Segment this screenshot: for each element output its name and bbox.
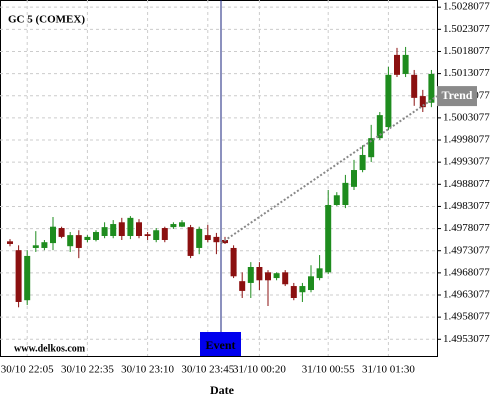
- event-box: [200, 332, 241, 356]
- x-tick-label: 31/10 00:55: [302, 364, 355, 376]
- candle-body: [101, 227, 108, 237]
- candle-body: [290, 286, 297, 298]
- y-tick-label: 1.4978077: [443, 222, 490, 234]
- candle-body: [213, 236, 220, 243]
- candle-body: [32, 245, 39, 248]
- x-tick-label: 30/10 23:45: [181, 364, 234, 376]
- candle-body: [179, 222, 185, 227]
- candle-body: [144, 234, 151, 237]
- y-tick-label: 1.5003077: [443, 111, 490, 123]
- candle-body: [316, 268, 323, 279]
- y-tick-label: 1.4993077: [443, 156, 490, 168]
- candle-body: [308, 276, 314, 291]
- candle-body: [170, 224, 177, 228]
- candle-body: [161, 228, 168, 240]
- y-tick-label: 1.4988077: [443, 178, 490, 190]
- candle-body: [351, 170, 357, 187]
- candle-body: [204, 235, 211, 240]
- candle-body: [342, 182, 349, 206]
- trend-label: Trend: [442, 88, 473, 102]
- candle-body: [7, 241, 13, 244]
- x-tick-label: 30/10 22:35: [61, 364, 114, 376]
- watermark: www.delkos.com: [14, 343, 86, 354]
- y-tick-label: 1.4973077: [443, 244, 490, 256]
- candle-body: [24, 255, 31, 301]
- candle-body: [411, 74, 418, 98]
- candle-body: [376, 115, 383, 139]
- chart-title: GC 5 (COMEX): [8, 14, 85, 26]
- y-tick-label: 1.5028077: [443, 1, 490, 13]
- candle-body: [368, 138, 375, 158]
- event-label: Event: [206, 338, 236, 352]
- candle-body: [84, 236, 91, 240]
- candle-body: [136, 222, 142, 237]
- candle-body: [187, 227, 194, 256]
- candle-body: [15, 250, 22, 302]
- candle-body: [325, 205, 332, 273]
- plot-area: [0, 0, 438, 357]
- candle-body: [239, 281, 246, 291]
- candle-body: [41, 242, 48, 248]
- candle-body: [419, 96, 426, 108]
- x-axis-label: Date: [210, 383, 235, 397]
- candle-body: [93, 232, 99, 240]
- y-tick-label: 1.4958077: [443, 311, 490, 323]
- trend-box: [437, 86, 477, 107]
- y-tick-label: 1.4983077: [443, 200, 490, 212]
- candle-body: [359, 154, 366, 171]
- candle-body: [394, 54, 400, 75]
- candle-body: [256, 267, 263, 281]
- candle-body: [273, 273, 280, 279]
- candle-body: [118, 222, 125, 237]
- candle-body: [75, 235, 82, 248]
- candle-body: [428, 73, 435, 103]
- candle-body: [50, 226, 56, 244]
- candle-body: [385, 74, 392, 128]
- y-tick-label: 1.5013077: [443, 67, 490, 79]
- candle-body: [247, 267, 254, 283]
- x-tick-label: 31/10 01:30: [362, 364, 415, 376]
- candle-body: [196, 228, 203, 248]
- y-tick-label: 1.4953077: [443, 333, 490, 345]
- candle-body: [265, 272, 271, 281]
- y-tick-label: 1.4968077: [443, 266, 490, 278]
- trend-line: [220, 95, 438, 244]
- candle-body: [153, 230, 160, 240]
- candle-body: [333, 195, 340, 206]
- x-tick-label: 31/10 00:20: [233, 364, 286, 376]
- candle-body: [299, 286, 306, 293]
- candle-body: [282, 272, 289, 285]
- candle-body: [67, 235, 74, 247]
- y-tick-label: 1.5018077: [443, 45, 490, 57]
- x-tick-label: 30/10 23:10: [121, 364, 174, 376]
- candle-body: [230, 247, 237, 277]
- candle-body: [127, 217, 134, 237]
- candle-body: [58, 228, 65, 237]
- y-tick-label: 1.5023077: [443, 23, 490, 35]
- candle-body: [110, 224, 117, 237]
- candle-body: [402, 54, 409, 74]
- y-tick-label: 1.4998077: [443, 134, 490, 146]
- y-tick-label: 1.4963077: [443, 289, 490, 301]
- x-tick-label: 30/10 22:05: [1, 364, 54, 376]
